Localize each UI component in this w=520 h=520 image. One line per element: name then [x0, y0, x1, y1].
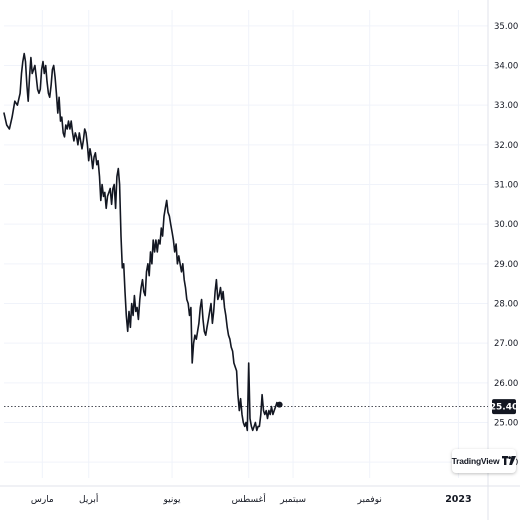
time-axis[interactable]: مارس أبريل يونيو أغسطس سبتمبر نوفمبر 2023: [31, 493, 472, 505]
time-tick-label: أغسطس: [232, 493, 266, 505]
time-tick-label: أبريل: [79, 493, 98, 505]
tradingview-wordmark: TradingView: [451, 456, 500, 466]
last-price-dot[interactable]: [276, 401, 283, 408]
time-tick-label: مارس: [31, 495, 54, 505]
price-tick-label: 31.00: [494, 181, 518, 191]
price-tick-label: 32.00: [494, 141, 518, 151]
price-tick-label: 33.00: [494, 101, 518, 111]
tradingview-badge[interactable]: TradingView: [451, 449, 517, 473]
price-tick-label: 30.00: [494, 220, 518, 230]
last-price-value: 25.40: [490, 403, 518, 413]
grid: [4, 10, 488, 478]
price-tick-label: 35.00: [494, 22, 518, 32]
price-tick-label: 25.00: [494, 418, 518, 428]
time-tick-label: نوفمبر: [357, 495, 382, 505]
price-tick-label: 26.00: [494, 379, 518, 389]
time-tick-label: سبتمبر: [279, 495, 306, 505]
time-tick-label: يونيو: [163, 495, 182, 505]
price-tick-label: 28.00: [494, 299, 518, 309]
last-price-label: 25.40: [490, 399, 518, 415]
price-tick-label: 27.00: [494, 339, 518, 349]
tradingview-logo-icon: [502, 452, 517, 470]
price-tick-label: 34.00: [494, 62, 518, 72]
price-series-line: [3, 52, 281, 432]
time-tick-year-label: 2023: [445, 494, 471, 505]
price-tick-label: 29.00: [494, 260, 518, 270]
